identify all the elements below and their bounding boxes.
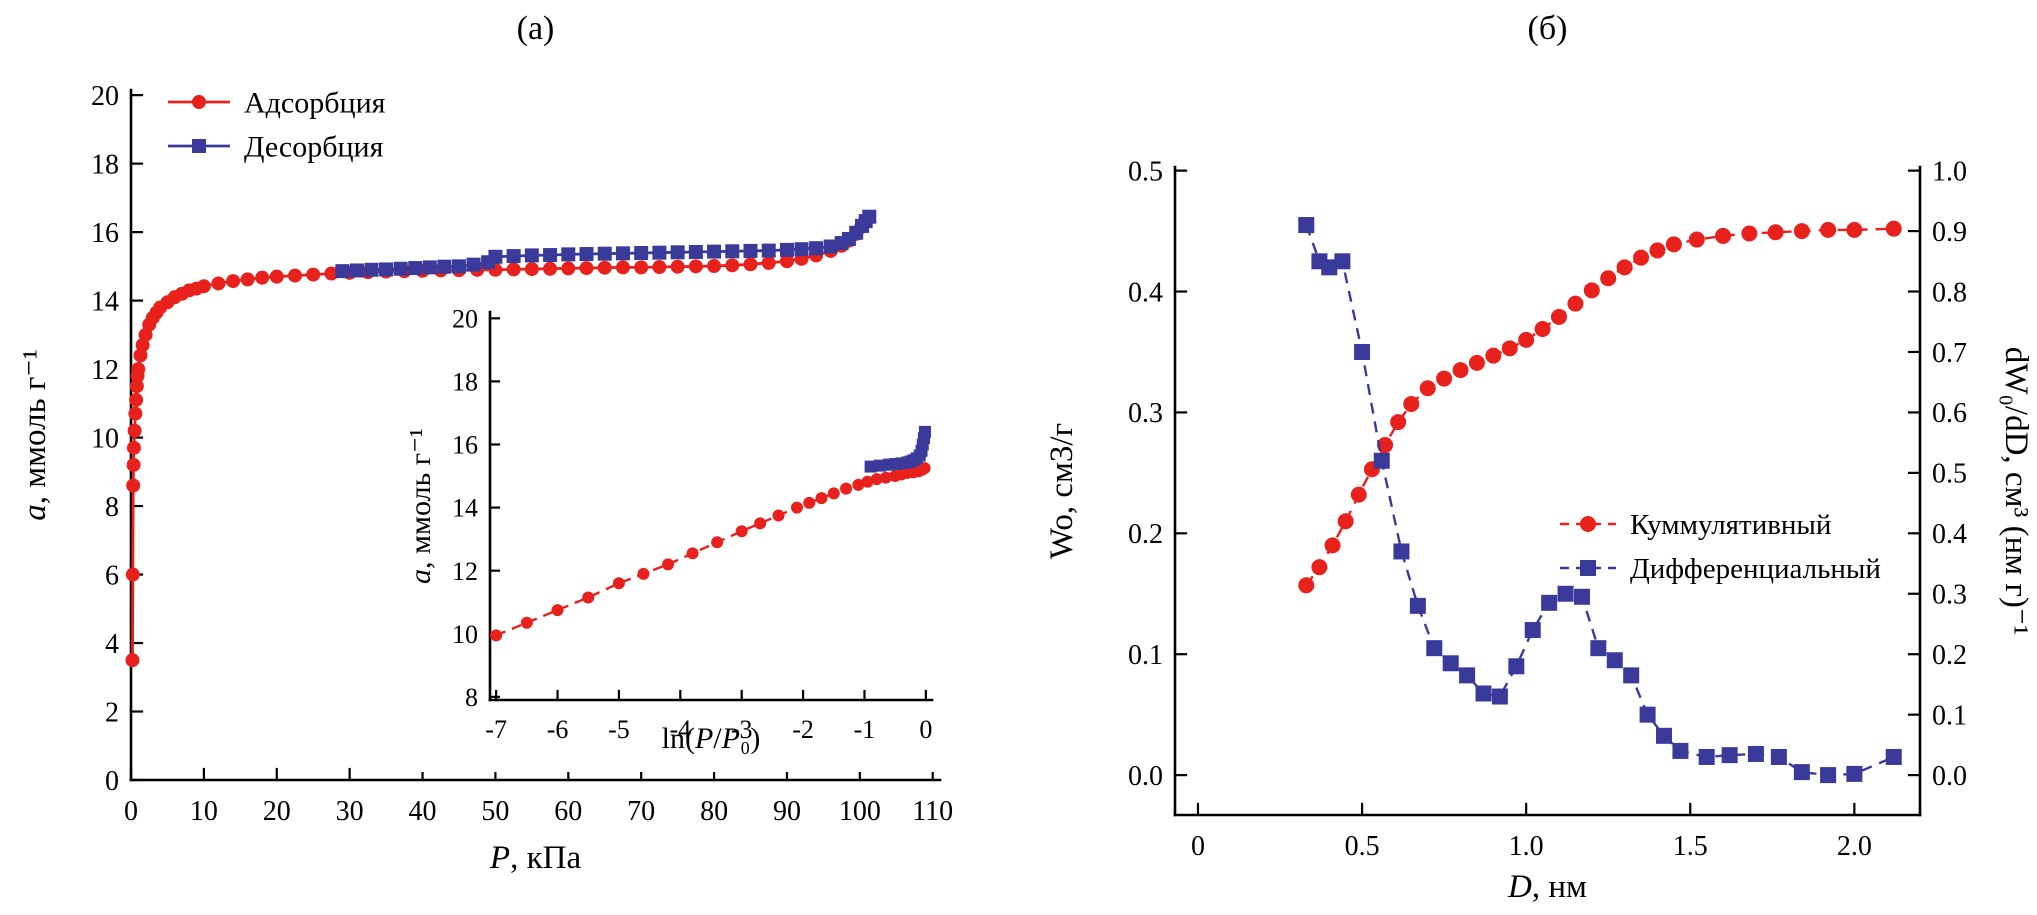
svg-text:dW₀/dD, см³ (нм г)⁻¹: dW₀/dD, см³ (нм г)⁻¹	[1998, 347, 2034, 635]
svg-text:Куммулятивный: Куммулятивный	[1630, 509, 1831, 541]
svg-text:0.2: 0.2	[1932, 640, 1967, 671]
svg-text:0.1: 0.1	[1932, 700, 1967, 731]
svg-text:12: 12	[91, 355, 119, 386]
svg-text:2.0: 2.0	[1837, 831, 1872, 862]
panel-b-label: (б)	[1527, 10, 1568, 47]
svg-text:Wo, см3/г: Wo, см3/г	[1044, 423, 1080, 559]
svg-text:ln(P/P₀): ln(P/P₀)	[662, 722, 761, 755]
svg-text:30: 30	[336, 796, 364, 827]
svg-text:16: 16	[452, 431, 478, 460]
svg-text:-6: -6	[547, 715, 569, 744]
svg-text:P, кПа: P, кПа	[489, 840, 582, 876]
svg-text:0.5: 0.5	[1345, 831, 1380, 862]
svg-text:0.7: 0.7	[1932, 338, 1967, 369]
svg-text:14: 14	[452, 494, 478, 523]
svg-text:Дифференциальный: Дифференциальный	[1630, 553, 1881, 585]
svg-text:Десорбция: Десорбция	[244, 131, 384, 164]
svg-text:60: 60	[554, 796, 582, 827]
svg-text:90: 90	[773, 796, 801, 827]
svg-text:Адсорбция: Адсорбция	[244, 87, 386, 120]
svg-text:1.5: 1.5	[1673, 831, 1708, 862]
svg-text:50: 50	[481, 796, 509, 827]
svg-text:0.4: 0.4	[1128, 277, 1163, 308]
svg-text:0.0: 0.0	[1128, 761, 1163, 792]
svg-text:20: 20	[91, 81, 119, 112]
svg-text:14: 14	[91, 286, 119, 317]
svg-text:70: 70	[627, 796, 655, 827]
svg-text:1.0: 1.0	[1509, 831, 1544, 862]
svg-text:110: 110	[912, 796, 953, 827]
svg-text:-4: -4	[669, 715, 691, 744]
svg-text:0.1: 0.1	[1128, 640, 1163, 671]
svg-text:a, ммоль г⁻¹: a, ммоль г⁻¹	[404, 428, 437, 584]
svg-text:80: 80	[700, 796, 728, 827]
isotherm-chart: 0 10 20 30 40 50 60 70 80 90 100 110024681012141618…	[17, 80, 954, 876]
svg-text:-1: -1	[854, 715, 876, 744]
pore-distribution-chart: 0 0.5 1.0 1.5 2.0 0.0 0.1 0.2 0.3 0.4 0.5 0.0 0.1 0.2…	[1044, 156, 2034, 905]
svg-text:18: 18	[452, 367, 478, 396]
svg-text:0.3: 0.3	[1128, 398, 1163, 429]
svg-text:8: 8	[465, 683, 478, 712]
panel-a-label: (а)	[516, 10, 555, 47]
svg-text:D, нм: D, нм	[1507, 869, 1587, 905]
svg-text:6: 6	[105, 560, 119, 591]
svg-text:100: 100	[839, 796, 881, 827]
svg-text:20: 20	[263, 796, 291, 827]
svg-text:a, ммоль г⁻¹: a, ммоль г⁻¹	[17, 349, 53, 520]
svg-text:-7: -7	[485, 715, 507, 744]
svg-text:10: 10	[91, 423, 119, 454]
svg-text:0.5: 0.5	[1932, 459, 1967, 490]
svg-text:0.8: 0.8	[1932, 277, 1967, 308]
svg-text:0: 0	[1191, 831, 1205, 862]
svg-text:0: 0	[919, 715, 932, 744]
svg-text:0.4: 0.4	[1932, 519, 1967, 550]
svg-text:0: 0	[105, 766, 119, 797]
svg-text:-3: -3	[731, 715, 753, 744]
svg-text:10: 10	[452, 620, 478, 649]
svg-text:0.0: 0.0	[1932, 761, 1967, 792]
svg-text:0.9: 0.9	[1932, 217, 1967, 248]
svg-text:-2: -2	[792, 715, 814, 744]
svg-text:10: 10	[190, 796, 218, 827]
svg-text:12: 12	[452, 557, 478, 586]
svg-text:0.5: 0.5	[1128, 156, 1163, 187]
svg-text:20: 20	[452, 304, 478, 333]
svg-text:-5: -5	[608, 715, 630, 744]
svg-text:2: 2	[105, 697, 119, 728]
svg-text:18: 18	[91, 149, 119, 180]
svg-text:0.6: 0.6	[1932, 398, 1967, 429]
svg-text:0.2: 0.2	[1128, 519, 1163, 550]
svg-text:8: 8	[105, 492, 119, 523]
svg-text:40: 40	[409, 796, 437, 827]
svg-text:1.0: 1.0	[1932, 156, 1967, 187]
svg-text:4: 4	[105, 629, 119, 660]
svg-text:16: 16	[91, 218, 119, 249]
svg-text:0.3: 0.3	[1932, 580, 1967, 611]
svg-text:0: 0	[124, 796, 138, 827]
